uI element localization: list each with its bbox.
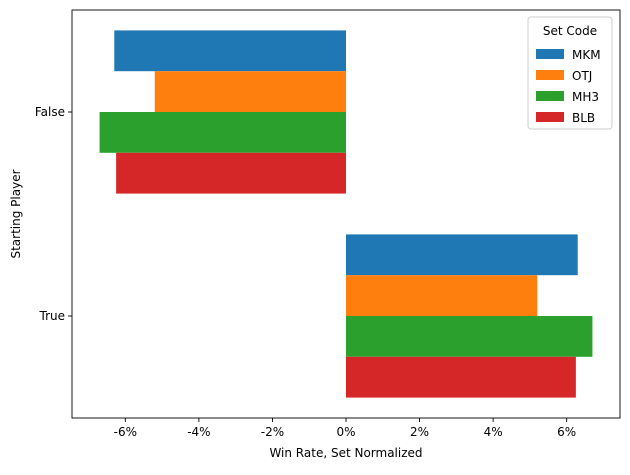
x-tick-label: 6% [557, 425, 576, 439]
bar-blb-true [346, 356, 576, 398]
x-tick-label: 2% [410, 425, 429, 439]
bar-blb-false [116, 152, 346, 194]
bar-otj-false [154, 71, 346, 112]
x-tick-label: 4% [484, 425, 503, 439]
x-axis-label: Win Rate, Set Normalized [269, 446, 422, 460]
bar-mkm-true [346, 234, 578, 276]
bar-mh3-false [99, 112, 346, 153]
legend-swatch-blb [536, 112, 564, 122]
legend-swatch-mh3 [536, 91, 564, 101]
x-tick-label: 0% [336, 425, 355, 439]
x-tick-label: -6% [114, 425, 137, 439]
bar-otj-true [346, 275, 538, 316]
legend-label-blb: BLB [572, 111, 595, 125]
legend-label-mkm: MKM [572, 48, 601, 62]
legend-swatch-mkm [536, 49, 564, 59]
y-tick-label: True [39, 309, 66, 323]
legend-title: Set Code [543, 24, 597, 38]
legend-swatch-otj [536, 70, 564, 80]
bar-mh3-true [346, 316, 593, 357]
bar-mkm-false [114, 30, 346, 72]
legend-label-mh3: MH3 [572, 90, 599, 104]
y-axis-label: Starting Player [9, 169, 23, 258]
legend-label-otj: OTJ [572, 69, 592, 83]
x-tick-label: -2% [261, 425, 284, 439]
y-tick-label: False [35, 105, 65, 119]
x-tick-label: -4% [187, 425, 210, 439]
